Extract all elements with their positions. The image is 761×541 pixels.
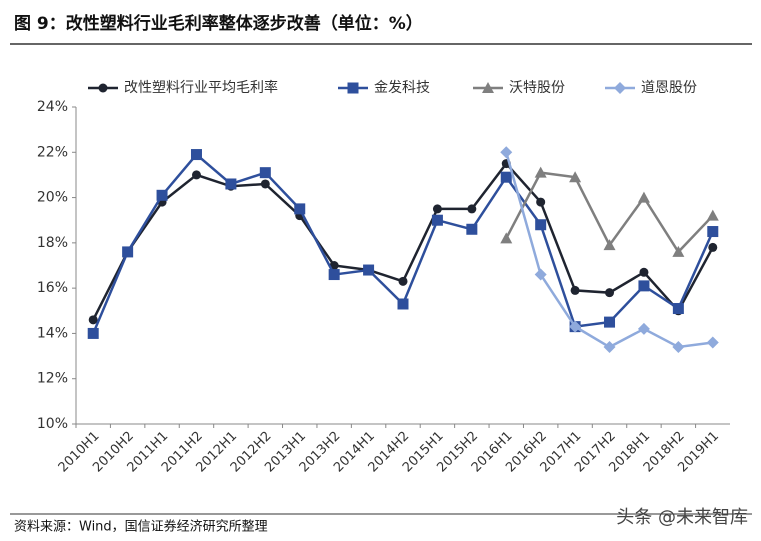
source-note: 资料来源：Wind，国信证券经济研究所整理	[14, 519, 268, 535]
y-tick-label: 20%	[37, 190, 68, 206]
legend-label: 金发科技	[374, 80, 430, 96]
legend-label: 道恩股份	[641, 80, 697, 96]
point	[534, 166, 547, 178]
point	[706, 336, 719, 349]
point	[500, 171, 512, 183]
point	[482, 82, 494, 93]
chart-title: 图 9：改性塑料行业毛利率整体逐步改善（单位：%）	[14, 13, 423, 34]
y-tick-label: 18%	[37, 235, 68, 251]
point	[672, 303, 684, 315]
point	[466, 223, 478, 235]
point	[347, 82, 359, 94]
point	[603, 341, 616, 354]
point	[638, 280, 650, 292]
y-tick-label: 24%	[37, 99, 68, 115]
point	[328, 269, 340, 281]
point	[87, 327, 99, 339]
point	[500, 146, 513, 159]
point	[225, 178, 237, 190]
point	[398, 276, 408, 286]
point	[708, 242, 718, 252]
point	[706, 209, 719, 221]
point	[431, 214, 443, 226]
point	[534, 268, 547, 281]
point	[156, 189, 168, 201]
point	[88, 315, 98, 325]
point	[190, 149, 202, 161]
point	[605, 288, 615, 298]
point	[363, 264, 375, 276]
watermark: 头条 @未来智库	[616, 507, 748, 528]
legend-label: 沃特股份	[509, 80, 565, 96]
point	[191, 170, 201, 180]
point	[604, 316, 616, 328]
point	[637, 191, 650, 203]
point	[536, 197, 546, 207]
y-tick-label: 14%	[37, 325, 68, 341]
y-tick-label: 12%	[37, 371, 68, 387]
legend-label: 改性塑料行业平均毛利率	[124, 79, 278, 96]
point	[570, 285, 580, 295]
point	[535, 219, 547, 231]
point	[259, 167, 271, 179]
point	[569, 320, 582, 333]
y-tick-label: 22%	[37, 144, 68, 160]
point	[672, 341, 685, 354]
y-tick-label: 16%	[37, 280, 68, 296]
point	[122, 246, 134, 258]
point	[467, 204, 477, 214]
point	[397, 298, 409, 310]
point	[500, 232, 513, 244]
series-line	[92, 161, 714, 321]
point	[569, 171, 582, 183]
point	[614, 82, 626, 94]
point	[294, 203, 306, 215]
point	[432, 204, 442, 214]
point	[603, 239, 616, 251]
point	[260, 179, 270, 189]
point	[639, 267, 649, 277]
y-tick-label: 10%	[37, 416, 68, 432]
point	[707, 226, 719, 238]
point	[637, 322, 650, 335]
point	[672, 245, 685, 257]
point	[98, 83, 108, 93]
